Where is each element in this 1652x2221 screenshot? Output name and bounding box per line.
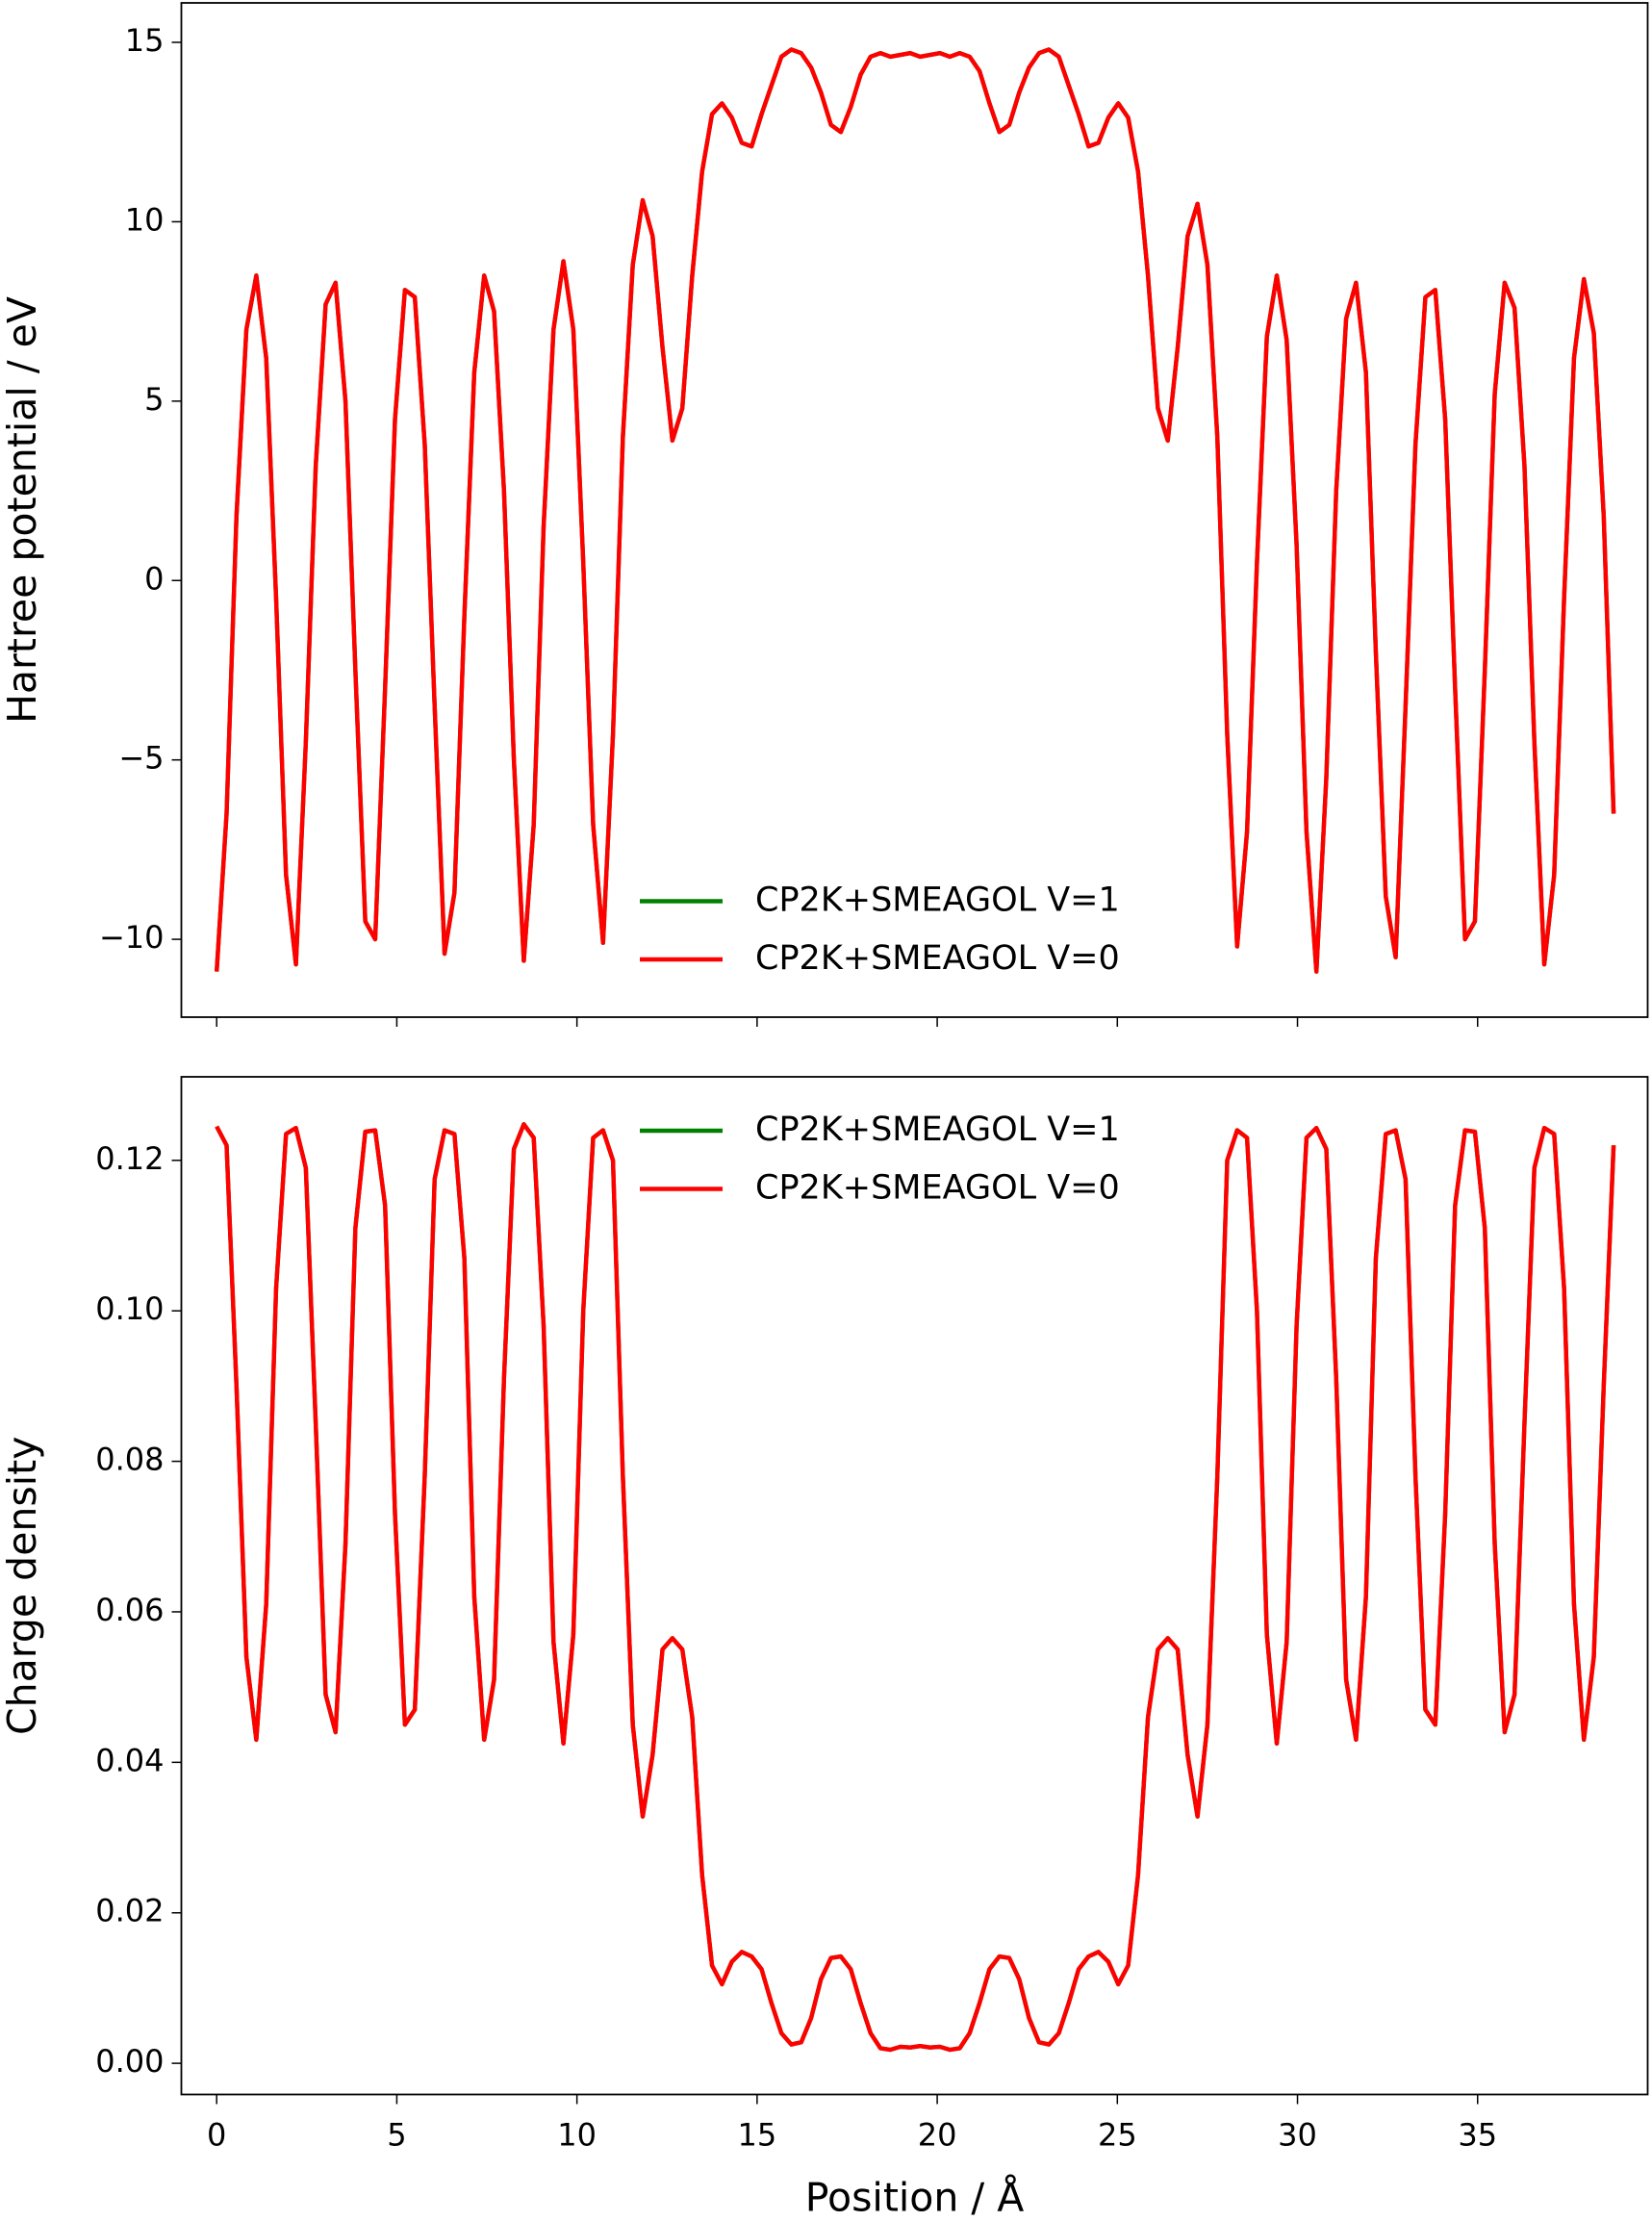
y-tick-label: 0.08 <box>95 1442 164 1478</box>
y-axis-label: Charge density <box>0 1437 45 1735</box>
series-line <box>215 1122 1616 2053</box>
x-tick-label: 35 <box>1458 2117 1497 2154</box>
x-tick-label: 30 <box>1278 2117 1317 2154</box>
y-tick-label: 0.00 <box>95 2043 164 2080</box>
y-tick-label: 0.04 <box>95 1742 164 1778</box>
y-tick-label: 10 <box>125 201 165 238</box>
x-tick-label: 20 <box>918 2117 957 2154</box>
axes-frame <box>180 1076 1649 2096</box>
x-tick-label: 10 <box>557 2117 597 2154</box>
x-axis-label: Position / Å <box>805 2175 1025 2221</box>
legend-label: CP2K+SMEAGOL V=1 <box>755 1110 1120 1149</box>
legend-label: CP2K+SMEAGOL V=0 <box>755 1169 1120 1208</box>
y-tick-label: 0 <box>144 560 164 597</box>
x-tick-label: 5 <box>387 2117 406 2154</box>
y-axis-label: Hartree potential / eV <box>0 296 45 724</box>
y-tick-label: 0.12 <box>95 1140 164 1177</box>
axes-frame <box>180 2 1649 1018</box>
y-tick-label: −5 <box>118 740 164 777</box>
y-tick-label: 0.06 <box>95 1592 164 1628</box>
legend-label: CP2K+SMEAGOL V=1 <box>755 881 1120 920</box>
x-tick-label: 0 <box>207 2117 226 2154</box>
legend-label: CP2K+SMEAGOL V=0 <box>755 939 1120 978</box>
y-tick-label: −10 <box>99 919 165 956</box>
series-line <box>215 1122 1616 2053</box>
y-tick-label: 0.10 <box>95 1290 164 1327</box>
x-tick-label: 25 <box>1098 2117 1137 2154</box>
y-tick-label: 0.02 <box>95 1893 164 1929</box>
x-tick-label: 15 <box>738 2117 777 2154</box>
y-tick-label: 15 <box>125 22 165 59</box>
series-line <box>215 47 1616 974</box>
y-tick-label: 5 <box>144 381 164 418</box>
